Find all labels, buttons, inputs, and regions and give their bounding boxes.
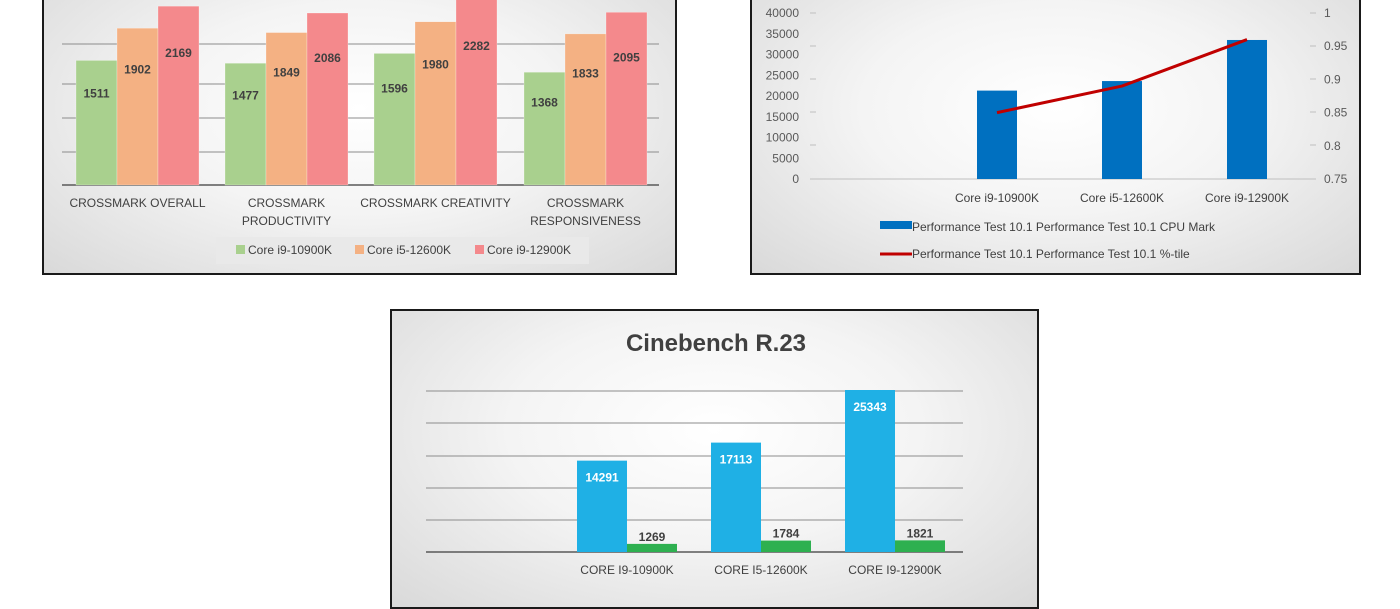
legend-swatch bbox=[355, 245, 364, 254]
bar bbox=[1102, 81, 1142, 179]
data-label: 1368 bbox=[531, 95, 558, 109]
cinebench-chart-panel: Cinebench R.23 14291 1269 CORE I9-10900K 171… bbox=[390, 309, 1039, 609]
x-tick-label: CROSSMARK bbox=[547, 196, 624, 210]
data-label: 1849 bbox=[273, 66, 300, 80]
legend-label: Core i5-12600K bbox=[367, 243, 451, 257]
bar bbox=[158, 6, 199, 185]
data-label: 17113 bbox=[720, 453, 753, 467]
bar bbox=[565, 34, 606, 185]
data-label: 2282 bbox=[463, 39, 490, 53]
x-tick-label: PRODUCTIVITY bbox=[242, 214, 331, 228]
y2-tick-label: 1 bbox=[1324, 6, 1331, 20]
data-label: 14291 bbox=[585, 471, 619, 485]
data-label: 1980 bbox=[422, 58, 449, 72]
data-label: 2095 bbox=[613, 50, 640, 64]
bar bbox=[117, 28, 158, 185]
y-tick-label: 25000 bbox=[766, 68, 800, 82]
x-tick-label: CORE I9-10900K bbox=[580, 563, 673, 577]
legend-label: Core i9-12900K bbox=[487, 243, 571, 257]
legend: Core i9-10900K Core i5-12600K Core i9-1290… bbox=[216, 237, 589, 264]
data-label: 2086 bbox=[314, 51, 341, 65]
crossmark-chart: 1511 1902 2169 CROSSMARK OVERALL 1477 1849 208… bbox=[44, 0, 677, 275]
bar bbox=[524, 72, 565, 185]
legend-swatch bbox=[880, 221, 912, 229]
legend-swatch bbox=[236, 245, 245, 254]
legend-label: Performance Test 10.1 Performance Test 1… bbox=[912, 247, 1190, 261]
y2-tick-label: 0.95 bbox=[1324, 39, 1348, 53]
bar bbox=[225, 63, 266, 185]
x-tick-label: CROSSMARK OVERALL bbox=[69, 196, 205, 210]
data-label: 1821 bbox=[907, 526, 934, 540]
bar bbox=[456, 0, 497, 185]
x-tick-label: CROSSMARK CREATIVITY bbox=[360, 196, 510, 210]
bar bbox=[374, 53, 415, 185]
y2-tick-label: 0.85 bbox=[1324, 106, 1348, 120]
data-label: 1833 bbox=[572, 67, 599, 81]
bar bbox=[606, 12, 647, 185]
y-tick-label: 0 bbox=[792, 172, 799, 186]
x-tick-label: CORE I5-12600K bbox=[714, 563, 807, 577]
y-tick-label: 40000 bbox=[766, 6, 800, 20]
data-label: 1477 bbox=[232, 89, 259, 103]
y-tick-label: 10000 bbox=[766, 131, 800, 145]
x-tick-label: RESPONSIVENESS bbox=[530, 214, 641, 228]
x-tick-label: Core i5-12600K bbox=[1080, 191, 1164, 205]
y2-tick-label: 0.8 bbox=[1324, 139, 1341, 153]
x-tick-label: Core i9-12900K bbox=[1205, 191, 1289, 205]
cinebench-chart: Cinebench R.23 14291 1269 CORE I9-10900K 171… bbox=[392, 311, 1039, 609]
legend-swatch bbox=[475, 245, 484, 254]
chart-title: Cinebench R.23 bbox=[626, 330, 806, 357]
y2-tick-label: 0.75 bbox=[1324, 172, 1348, 186]
y-tick-label: 15000 bbox=[766, 110, 800, 124]
bar bbox=[627, 544, 677, 552]
x-tick-label: CROSSMARK bbox=[248, 196, 325, 210]
bar bbox=[415, 22, 456, 185]
x-tick-label: CORE I9-12900K bbox=[848, 563, 941, 577]
bar bbox=[977, 91, 1017, 179]
legend-label: Core i9-10900K bbox=[248, 243, 332, 257]
y-tick-label: 20000 bbox=[766, 89, 800, 103]
data-label: 25343 bbox=[853, 400, 887, 414]
y2-tick-label: 0.9 bbox=[1324, 72, 1341, 86]
x-tick-label: Core i9-10900K bbox=[955, 191, 1039, 205]
data-label: 1511 bbox=[83, 87, 109, 101]
data-label: 1596 bbox=[381, 81, 408, 95]
performance-test-chart-panel: 0 5000 10000 15000 20000 25000 30000 35000 40000… bbox=[750, 0, 1361, 275]
data-label: 1902 bbox=[124, 62, 151, 76]
data-label: 2169 bbox=[165, 46, 192, 60]
y-tick-label: 5000 bbox=[772, 151, 799, 165]
data-label: 1784 bbox=[773, 527, 800, 541]
y-tick-label: 35000 bbox=[766, 27, 800, 41]
bar bbox=[307, 13, 348, 185]
performance-test-chart: 0 5000 10000 15000 20000 25000 30000 35000 40000… bbox=[752, 0, 1361, 275]
data-label: 1269 bbox=[639, 530, 666, 544]
legend-label: Performance Test 10.1 Performance Test 1… bbox=[912, 220, 1216, 234]
legend: Performance Test 10.1 Performance Test 1… bbox=[880, 220, 1216, 261]
crossmark-chart-panel: 1511 1902 2169 CROSSMARK OVERALL 1477 1849 208… bbox=[42, 0, 677, 275]
bar bbox=[266, 33, 307, 185]
y-tick-label: 30000 bbox=[766, 48, 800, 62]
bar bbox=[1227, 40, 1267, 179]
bar bbox=[895, 540, 945, 552]
bar bbox=[76, 60, 117, 185]
bar bbox=[761, 541, 811, 552]
bar bbox=[845, 390, 895, 552]
